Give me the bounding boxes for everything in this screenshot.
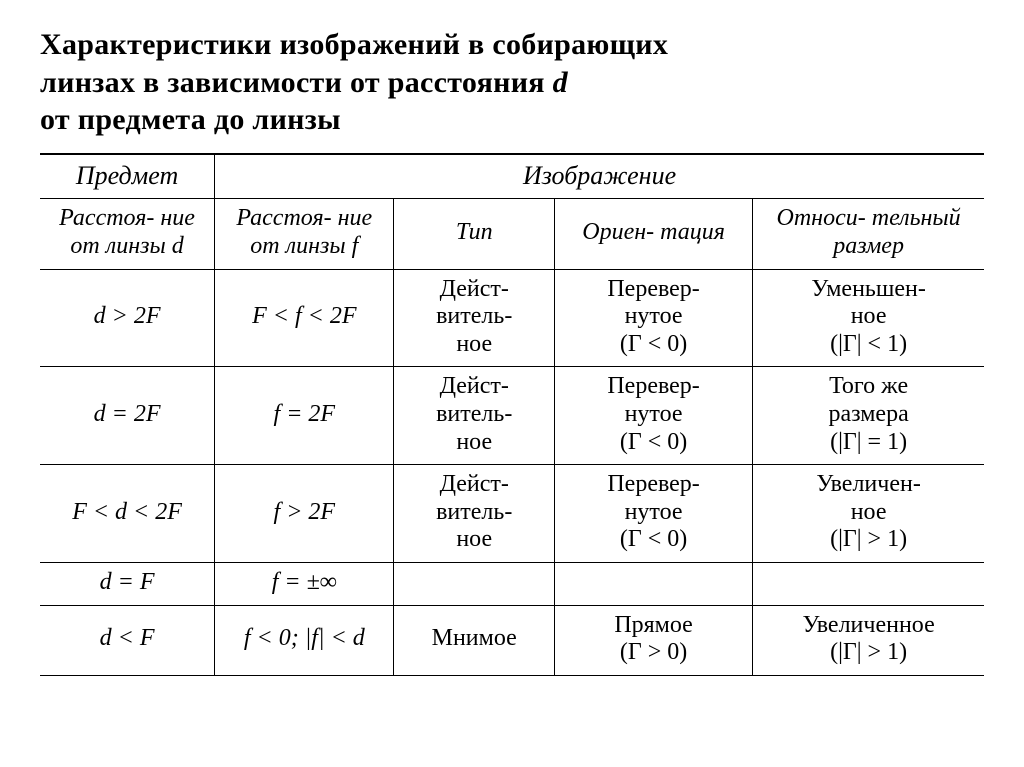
cell-type-a: Дейст- [402,276,545,304]
cell-size-c: (|Г| < 1) [761,331,976,359]
cell-d-text: d = F [100,569,155,595]
cell-f: f < 0; |f| < d [215,605,394,675]
cell-type-a: Мнимое [402,625,545,653]
cell-orient: Перевер- нутое (Г < 0) [554,269,752,367]
hdr-sub-orient-b: тация [660,219,725,245]
cell-size-a: Уменьшен- [761,276,976,304]
hdr-sub-orient-a: Ориен- [582,219,654,245]
cell-orient-b: (Г > 0) [563,639,744,667]
hdr-sub-d-a: Расстоя- [59,205,154,231]
cell-orient-b: нутое [563,401,744,429]
cell-size-b: размера [761,401,976,429]
hdr-sub-type: Тип [394,199,554,269]
cell-f-text: f = ±∞ [272,569,337,595]
cell-type-b: витель- [402,303,545,331]
cell-orient: Перевер- нутое (Г < 0) [554,367,752,465]
cell-d: d = F [40,562,215,605]
cell-size-b: ное [761,303,976,331]
cell-orient: Перевер- нутое (Г < 0) [554,465,752,563]
cell-size-a: Увеличен- [761,471,976,499]
hdr-sub-f-c: линзы f [286,233,359,259]
cell-orient-a: Перевер- [563,373,744,401]
cell-type: Дейст- витель- ное [394,269,554,367]
cell-size: Увеличен- ное (|Г| > 1) [753,465,984,563]
cell-d-text: d < F [100,625,155,651]
cell-orient-a: Перевер- [563,471,744,499]
cell-size-b: ное [761,499,976,527]
table-row: d < F f < 0; |f| < d Мнимое Прямое (Г > … [40,605,984,675]
cell-size: Увеличенное (|Г| > 1) [753,605,984,675]
cell-size-c: (|Г| > 1) [761,526,976,554]
cell-size: Того же размера (|Г| = 1) [753,367,984,465]
title-line1a: Характеристики изображений в собирающих [40,28,668,61]
cell-f-text: f = 2F [274,401,336,427]
cell-type: Дейст- витель- ное [394,465,554,563]
cell-f: F < f < 2F [215,269,394,367]
cell-type-a: Дейст- [402,471,545,499]
hdr-top-izobr: Изображение [215,154,984,199]
cell-d: F < d < 2F [40,465,215,563]
cell-orient-a: Перевер- [563,276,744,304]
cell-f: f = ±∞ [215,562,394,605]
title-line1b: линзах в зависимости от расстояния [40,66,553,99]
cell-size-b: (|Г| > 1) [761,639,976,667]
cell-f: f > 2F [215,465,394,563]
cell-type-a: Дейст- [402,373,545,401]
hdr-sub-orient: Ориен- тация [554,199,752,269]
page: Характеристики изображений в собирающих … [0,0,1024,696]
cell-orient-c: (Г < 0) [563,526,744,554]
cell-type: Мнимое [394,605,554,675]
table-row: F < d < 2F f > 2F Дейст- витель- ное Пер… [40,465,984,563]
cell-orient-a: Прямое [563,612,744,640]
cell-f-text: F < f < 2F [252,303,356,329]
cell-type-b: витель- [402,499,545,527]
cell-f-text: f < 0; |f| < d [244,625,365,651]
cell-size [753,562,984,605]
header-row-sub: Расстоя- ние от линзы d Расстоя- ние от … [40,199,984,269]
cell-orient [554,562,752,605]
cell-d-text: d > 2F [94,303,161,329]
header-row-top: Предмет Изображение [40,154,984,199]
table-row: d > 2F F < f < 2F Дейст- витель- ное Пер… [40,269,984,367]
hdr-sub-size-b: тельный [872,205,961,231]
cell-d-text: F < d < 2F [72,499,182,525]
cell-f-text: f > 2F [274,499,336,525]
table-row: d = F f = ±∞ [40,562,984,605]
hdr-top-predmet: Предмет [40,154,215,199]
title-line1c: d [553,66,568,99]
cell-orient: Прямое (Г > 0) [554,605,752,675]
cell-d: d = 2F [40,367,215,465]
cell-size: Уменьшен- ное (|Г| < 1) [753,269,984,367]
cell-orient-b: нутое [563,499,744,527]
cell-orient-b: нутое [563,303,744,331]
hdr-sub-size-c: размер [833,233,904,259]
hdr-sub-d-c: линзы d [106,233,184,259]
cell-size-c: (|Г| = 1) [761,429,976,457]
cell-d-text: d = 2F [94,401,161,427]
cell-orient-c: (Г < 0) [563,429,744,457]
cell-type-c: ное [402,526,545,554]
page-title: Характеристики изображений в собирающих … [40,26,984,139]
hdr-sub-f-a: Расстоя- [236,205,331,231]
cell-type-c: ное [402,331,545,359]
hdr-sub-size-a: Относи- [777,205,866,231]
cell-f: f = 2F [215,367,394,465]
cell-type-c: ное [402,429,545,457]
cell-type: Дейст- витель- ное [394,367,554,465]
cell-type [394,562,554,605]
title-line2: от предмета до линзы [40,103,341,136]
table-row: d = 2F f = 2F Дейст- витель- ное Перевер… [40,367,984,465]
hdr-sub-size: Относи- тельный размер [753,199,984,269]
hdr-sub-d: Расстоя- ние от линзы d [40,199,215,269]
lens-table: Предмет Изображение Расстоя- ние от линз… [40,153,984,676]
cell-size-a: Того же [761,373,976,401]
cell-type-b: витель- [402,401,545,429]
cell-size-a: Увеличенное [761,612,976,640]
cell-d: d > 2F [40,269,215,367]
cell-d: d < F [40,605,215,675]
hdr-sub-f: Расстоя- ние от линзы f [215,199,394,269]
cell-orient-c: (Г < 0) [563,331,744,359]
